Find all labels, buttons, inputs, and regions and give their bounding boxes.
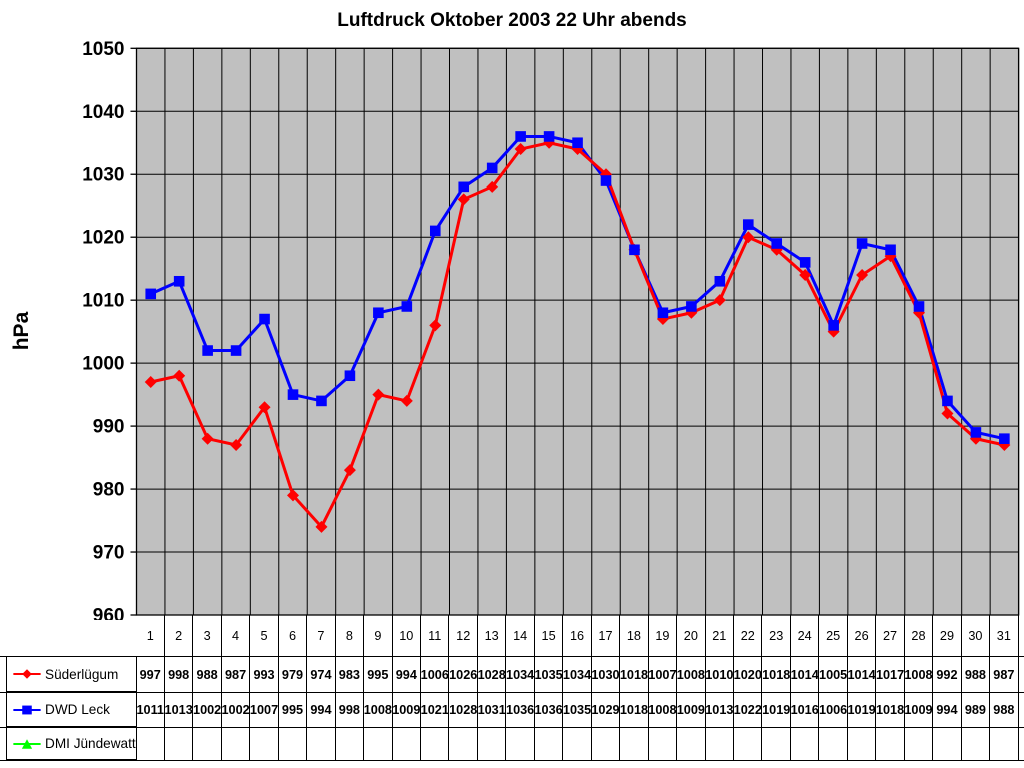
svg-text:980: 980	[93, 480, 125, 501]
svg-text:1010: 1010	[82, 291, 124, 312]
svg-text:1020: 1020	[82, 228, 124, 249]
svg-text:990: 990	[93, 417, 125, 438]
svg-text:1040: 1040	[82, 102, 124, 123]
svg-text:hPa: hPa	[10, 311, 33, 350]
svg-text:1000: 1000	[82, 354, 124, 375]
svg-text:970: 970	[93, 543, 125, 564]
svg-text:1030: 1030	[82, 165, 124, 186]
svg-text:1050: 1050	[82, 39, 124, 60]
